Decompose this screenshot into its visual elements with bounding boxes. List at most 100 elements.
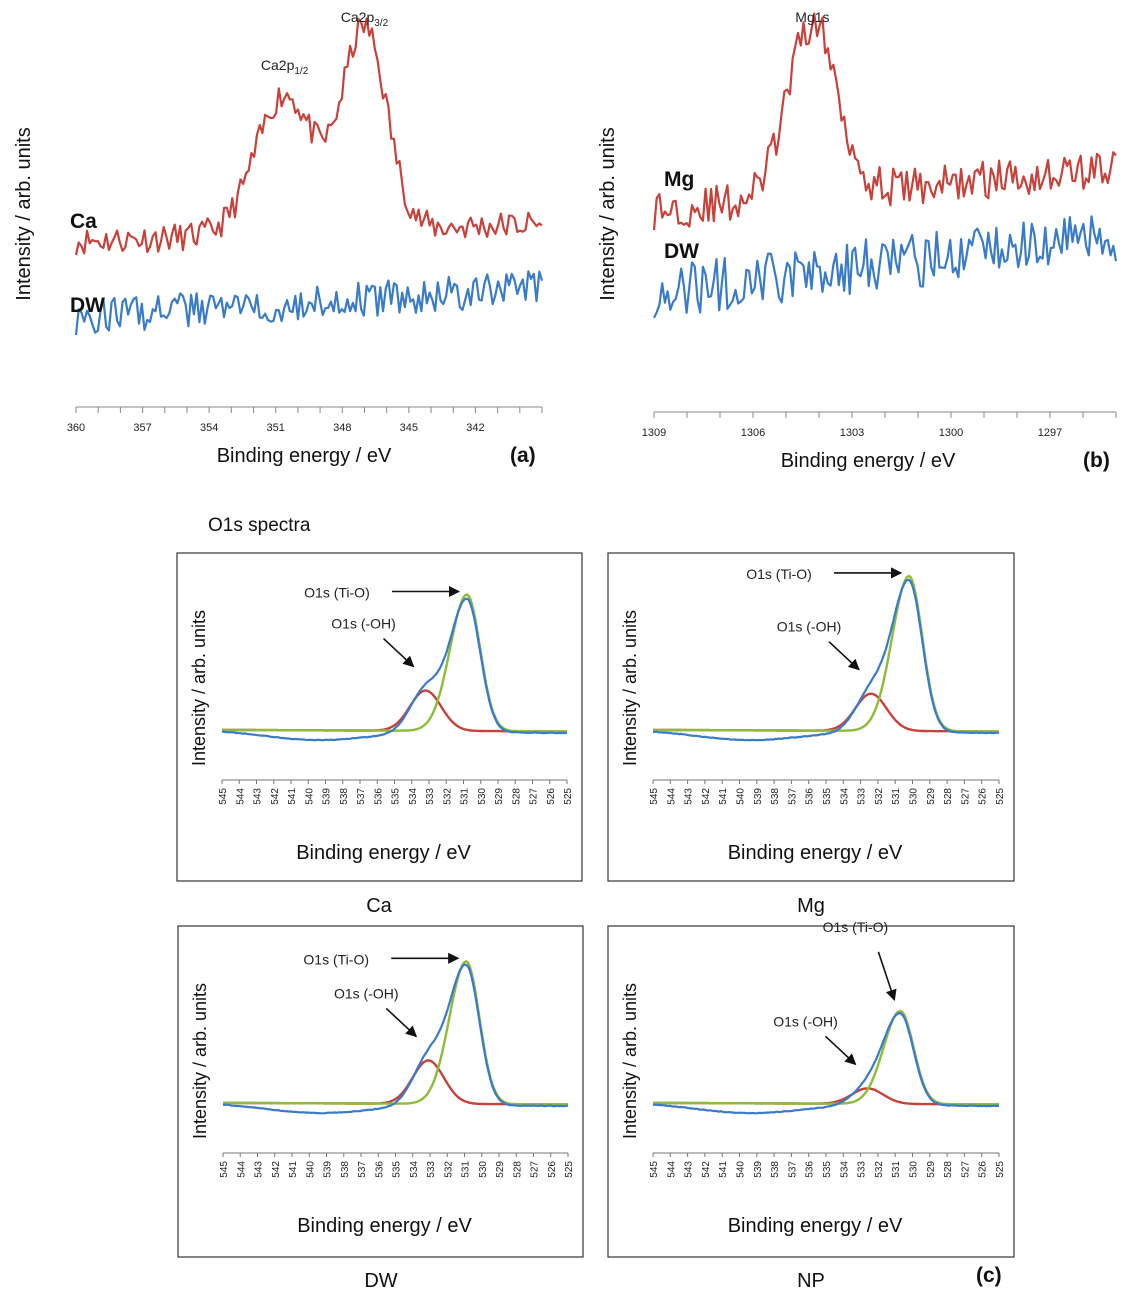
o1s-panel-ca: Ca Intensity / arb. units 545 544 543 542 541 5… (176, 552, 583, 917)
x-tick-label: 537 (787, 788, 798, 805)
x-tick-label: 540 (304, 788, 315, 805)
x-tick-label: 525 (995, 788, 1006, 805)
x-tick-label: 348 (333, 422, 351, 434)
peak-label-subscript: 3/2 (374, 18, 388, 29)
x-tick-label: 528 (512, 1161, 523, 1178)
peak-label-base: Ca2p (261, 57, 295, 73)
panel-caption: Mg (797, 895, 825, 917)
x-tick-label: 536 (805, 1161, 816, 1178)
ti-o-annotation: O1s (Ti-O) (303, 951, 369, 967)
o1s-title: O1s spectra (208, 515, 311, 536)
x-tick-label: 539 (323, 1161, 334, 1178)
x-tick-label: 1300 (939, 427, 963, 439)
x-tick-label: 543 (254, 1161, 265, 1178)
oh-annotation: O1s (-OH) (334, 985, 399, 1001)
x-tick-label: 526 (546, 788, 557, 805)
y-axis-label: Intensity / arb. units (620, 983, 640, 1139)
x-tick-label: 533 (426, 1161, 437, 1178)
x-tick-label: 526 (978, 1161, 989, 1178)
chart-b: 1309 1306 1303 1300 1297 Binding energy / eV (… (597, 9, 1118, 472)
x-tick-label: 529 (926, 788, 937, 805)
x-tick-label: 526 (547, 1161, 558, 1178)
ti-o-component-line (223, 960, 568, 1106)
x-tick-label: 535 (822, 788, 833, 805)
y-axis-label: Intensity / arb. units (597, 127, 619, 300)
x-tick-label: 527 (530, 1161, 541, 1178)
x-tick-label: 538 (770, 1161, 781, 1178)
x-tick-label: 538 (340, 1161, 351, 1178)
x-tick-label: 535 (392, 1161, 403, 1178)
peak-label-subscript: 1/2 (294, 66, 308, 77)
series-label-mg: Mg (664, 168, 694, 191)
x-tick-label: 543 (684, 1161, 695, 1178)
x-tick-label: 527 (960, 788, 971, 805)
series-label-dw: DW (664, 240, 699, 263)
x-tick-label: 544 (666, 788, 677, 805)
panel-label: (b) (1083, 449, 1110, 472)
series-line-dw (653, 215, 1118, 319)
x-tick-label: 527 (529, 788, 540, 805)
x-tick-label: 534 (839, 1161, 850, 1178)
x-tick-label: 530 (909, 1161, 920, 1178)
ti-o-component-line (653, 574, 999, 733)
x-tick-label: 533 (425, 788, 436, 805)
x-tick-label: 529 (926, 1161, 937, 1178)
x-tick-label: 541 (718, 1161, 729, 1178)
measured-spectrum-line (222, 963, 569, 1115)
x-tick-label: 545 (218, 788, 229, 805)
x-tick-label: 539 (753, 788, 764, 805)
peak-label: Mg1s (795, 9, 829, 25)
y-axis-label: Intensity / arb. units (13, 127, 35, 300)
x-tick-label: 528 (943, 788, 954, 805)
peak-label-base: Ca2p (341, 9, 375, 25)
panel-frame (607, 552, 1015, 882)
panel-caption: Ca (366, 895, 392, 917)
oh-component-line (223, 1059, 569, 1106)
x-tick-label: 530 (478, 1161, 489, 1178)
ti-o-arrow (877, 951, 897, 1001)
y-axis-label: Intensity / arb. units (620, 610, 640, 766)
x-tick-label: 525 (995, 1161, 1006, 1178)
x-axis-label: Binding energy / eV (217, 445, 392, 467)
series-label-dw: DW (70, 294, 105, 317)
peak-label-base: Mg1s (795, 9, 829, 25)
o1s-panel-mg: Mg Intensity / arb. units 545 544 543 542 541 5… (607, 552, 1015, 917)
x-tick-label: 528 (943, 1161, 954, 1178)
x-tick-label: 1309 (642, 427, 666, 439)
x-tick-label: 530 (909, 788, 920, 805)
oh-arrow (383, 637, 415, 668)
x-tick-label: 532 (442, 788, 453, 805)
x-tick-label: 543 (253, 788, 264, 805)
x-tick-label: 542 (271, 1161, 282, 1178)
x-tick-label: 533 (857, 1161, 868, 1178)
x-tick-label: 540 (736, 788, 747, 805)
x-tick-label: 537 (357, 1161, 368, 1178)
x-tick-label: 526 (978, 788, 989, 805)
series-line-ca (74, 17, 543, 256)
x-tick-label: 545 (649, 788, 660, 805)
x-tick-label: 1306 (741, 427, 765, 439)
x-tick-label: 531 (461, 1161, 472, 1178)
chart-a: 360 357 354 351 348 345 342 Binding energy / eV… (13, 9, 544, 467)
x-tick-label: 342 (466, 422, 484, 434)
x-tick-label: 541 (287, 788, 298, 805)
x-tick-label: 1297 (1038, 427, 1062, 439)
panel-caption: DW (364, 1270, 397, 1290)
peak-label: Ca2p1/2 (261, 57, 309, 77)
x-tick-label: 529 (495, 1161, 506, 1178)
x-tick-label: 536 (373, 788, 384, 805)
series-line-mg (652, 12, 1117, 231)
x-tick-label: 354 (200, 422, 218, 434)
o1s-panel-dw: DW Intensity / arb. units 545 544 543 542 541 5… (177, 925, 584, 1290)
panel-label: (a) (510, 444, 536, 467)
x-tick-label: 536 (805, 788, 816, 805)
x-tick-label: 535 (391, 788, 402, 805)
series-label-ca: Ca (70, 210, 97, 233)
x-tick-label: 539 (322, 788, 333, 805)
x-tick-label: 530 (477, 788, 488, 805)
y-axis-label: Intensity / arb. units (190, 983, 210, 1139)
x-axis-label: Binding energy / eV (728, 1215, 903, 1237)
x-tick-label: 532 (443, 1161, 454, 1178)
x-tick-label: 542 (701, 788, 712, 805)
x-tick-label: 540 (736, 1161, 747, 1178)
